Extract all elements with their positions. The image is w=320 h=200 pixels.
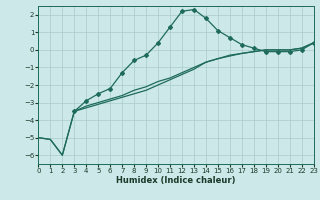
X-axis label: Humidex (Indice chaleur): Humidex (Indice chaleur) [116, 176, 236, 185]
